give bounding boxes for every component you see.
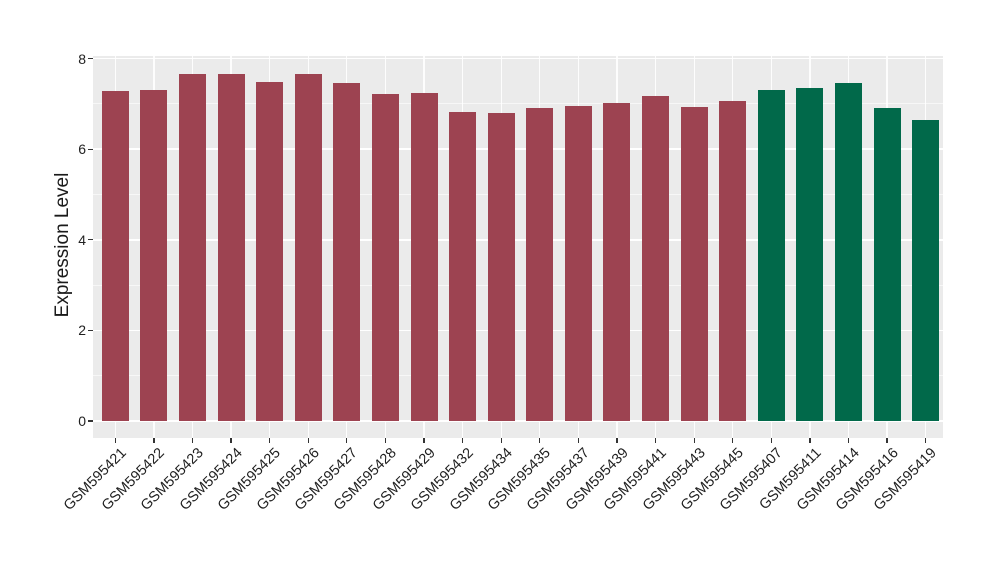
x-tick-mark	[384, 438, 387, 443]
y-tick-label: 0	[78, 413, 86, 429]
bar-GSM595443	[680, 106, 708, 421]
gridline-minor	[93, 194, 943, 195]
bar-GSM595411	[796, 87, 824, 421]
bar-GSM595419	[912, 120, 940, 421]
bar-GSM595416	[873, 107, 901, 421]
x-tick-mark	[577, 438, 580, 443]
x-tick-mark	[770, 438, 772, 443]
bar-GSM595425	[256, 82, 284, 421]
bar-GSM595407	[757, 89, 785, 421]
x-tick-mark	[423, 438, 425, 443]
x-tick-mark	[693, 438, 695, 443]
y-tick-mark	[88, 329, 93, 332]
bar-GSM595432	[449, 111, 477, 421]
gridline-major	[93, 420, 943, 422]
gridline-major	[93, 329, 943, 332]
gridline-major	[93, 148, 943, 150]
x-tick-mark	[654, 438, 657, 443]
y-tick-mark	[88, 148, 93, 150]
x-tick-mark	[230, 438, 232, 443]
x-tick-mark	[191, 438, 194, 443]
bar-GSM595441	[642, 95, 670, 421]
y-tick-label: 6	[78, 141, 86, 158]
x-tick-mark	[346, 438, 348, 443]
x-tick-mark	[616, 438, 618, 443]
x-tick-mark	[809, 438, 811, 443]
y-tick-mark	[88, 239, 93, 241]
gridline-major	[93, 57, 943, 60]
x-tick-mark	[500, 438, 502, 443]
bar-GSM595428	[371, 94, 399, 421]
y-tick-label: 8	[78, 50, 86, 67]
gridline-major	[93, 239, 943, 241]
bar-GSM595427	[333, 82, 361, 421]
bar-GSM595437	[564, 105, 592, 421]
bar-GSM595429	[410, 93, 438, 421]
bar-GSM595435	[526, 107, 554, 421]
x-tick-mark	[307, 438, 309, 443]
bar-GSM595426	[294, 74, 322, 421]
x-tick-mark	[269, 438, 271, 443]
y-tick-label: 4	[78, 231, 86, 248]
x-tick-mark	[153, 438, 155, 443]
x-tick-mark	[461, 438, 464, 443]
bar-GSM595422	[140, 89, 168, 421]
x-tick-mark	[114, 438, 116, 443]
gridline-minor	[93, 284, 943, 286]
gridline-minor	[93, 103, 943, 105]
y-tick-mark	[88, 57, 93, 60]
x-tick-mark	[925, 438, 927, 443]
bar-GSM595434	[487, 112, 515, 421]
gridline-minor	[93, 375, 943, 377]
bar-GSM595421	[101, 90, 129, 421]
bar-GSM595424	[217, 74, 245, 421]
x-tick-mark	[732, 438, 734, 443]
plot-panel	[93, 56, 943, 438]
bar-GSM595439	[603, 102, 631, 421]
x-tick-mark	[886, 438, 888, 443]
bar-GSM595414	[835, 82, 862, 421]
bar-GSM595445	[719, 101, 747, 421]
x-tick-mark	[539, 438, 541, 443]
y-tick-label: 2	[78, 322, 86, 339]
y-tick-mark	[88, 420, 93, 422]
x-tick-mark	[847, 438, 850, 443]
bar-GSM595423	[178, 74, 206, 421]
